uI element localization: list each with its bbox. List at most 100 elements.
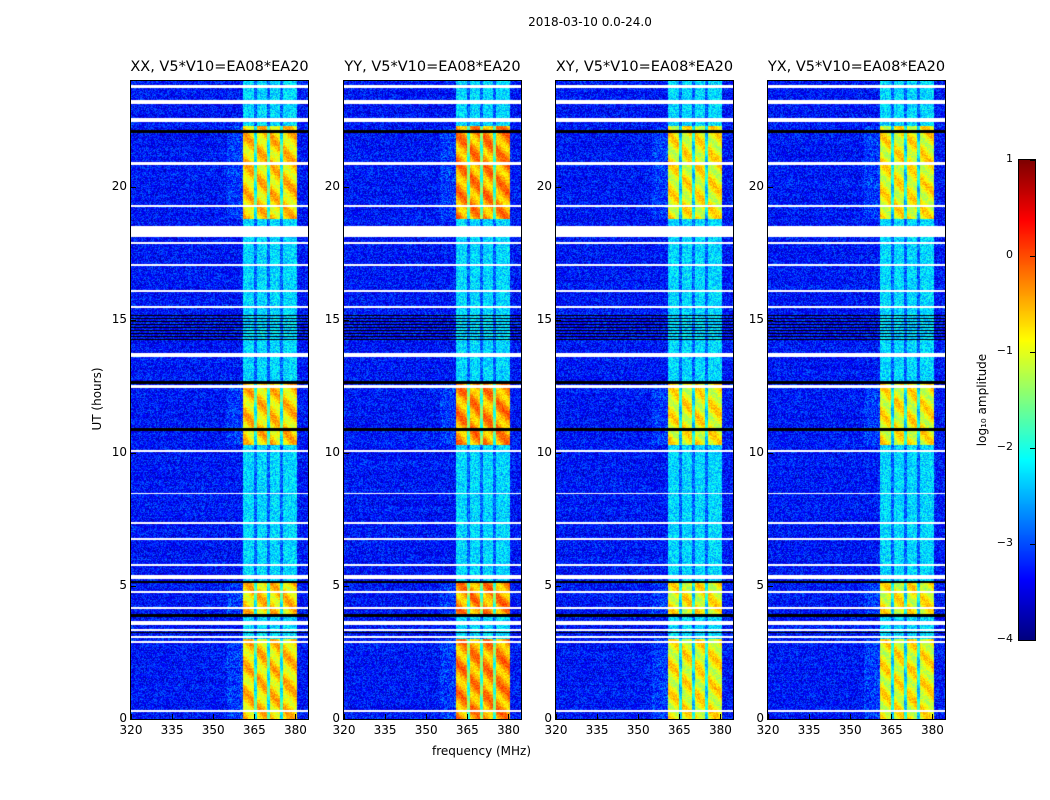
x-tick-label: 380 (496, 723, 520, 737)
y-tick-label: 20 (324, 179, 340, 194)
colorbar-tick-label: −1 (996, 344, 1013, 357)
y-tick-label: 10 (536, 445, 552, 460)
x-tick-label: 320 (332, 723, 356, 737)
x-tick-mark (890, 714, 892, 719)
y-tick-mark (131, 452, 136, 454)
y-tick-mark (556, 718, 561, 720)
y-tick-label: 20 (111, 179, 127, 194)
y-tick-mark (131, 585, 136, 587)
x-tick-mark (171, 714, 173, 719)
x-tick-label: 335 (585, 723, 609, 737)
spectrogram-panel (130, 80, 309, 720)
panel-title: YX, V5*V10=EA08*EA20 (767, 59, 946, 75)
y-tick-mark (768, 585, 773, 587)
y-tick-label: 0 (119, 711, 127, 725)
x-tick-label: 365 (455, 723, 479, 737)
y-tick-label: 15 (111, 312, 127, 327)
x-tick-label: 365 (242, 723, 266, 737)
y-tick-mark (768, 186, 773, 188)
x-tick-label: 380 (920, 723, 944, 737)
y-tick-label: 5 (756, 578, 764, 593)
y-tick-label: 15 (748, 312, 764, 327)
x-tick-mark (808, 714, 810, 719)
x-tick-mark (253, 714, 255, 719)
y-tick-label: 0 (332, 711, 340, 725)
y-tick-mark (556, 186, 561, 188)
x-tick-mark (130, 714, 132, 719)
x-tick-label: 335 (797, 723, 821, 737)
panel-title: XY, V5*V10=EA08*EA20 (555, 59, 734, 75)
x-tick-mark (931, 714, 933, 719)
spectrogram-panel (343, 80, 522, 720)
x-tick-mark (637, 714, 639, 719)
x-tick-label: 320 (544, 723, 568, 737)
x-tick-label: 365 (667, 723, 691, 737)
x-tick-mark (767, 714, 769, 719)
y-tick-mark (344, 585, 349, 587)
y-tick-mark (344, 319, 349, 321)
y-tick-label: 20 (536, 179, 552, 194)
x-tick-label: 365 (879, 723, 903, 737)
colorbar-tick-mark (1030, 159, 1035, 161)
x-tick-mark (294, 714, 296, 719)
x-tick-label: 350 (626, 723, 650, 737)
y-tick-label: 10 (324, 445, 340, 460)
y-axis-label: UT (hours) (90, 367, 104, 431)
x-tick-label: 380 (708, 723, 732, 737)
y-tick-label: 0 (544, 711, 552, 725)
y-tick-mark (344, 718, 349, 720)
x-tick-label: 350 (838, 723, 862, 737)
y-tick-mark (768, 319, 773, 321)
colorbar-tick-label: −3 (996, 536, 1013, 549)
x-tick-mark (384, 714, 386, 719)
panel-title: XX, V5*V10=EA08*EA20 (130, 59, 309, 75)
y-tick-mark (344, 186, 349, 188)
x-tick-mark (678, 714, 680, 719)
spectrogram-image (131, 81, 308, 719)
colorbar-tick-label: −4 (996, 632, 1013, 645)
y-tick-label: 5 (119, 578, 127, 593)
colorbar-tick-mark (1030, 255, 1035, 257)
y-tick-mark (556, 319, 561, 321)
y-tick-label: 10 (748, 445, 764, 460)
x-tick-label: 320 (119, 723, 143, 737)
y-tick-label: 0 (756, 711, 764, 725)
colorbar-tick-label: 1 (1006, 152, 1013, 165)
x-tick-mark (507, 714, 509, 719)
x-tick-label: 320 (756, 723, 780, 737)
x-tick-mark (466, 714, 468, 719)
colorbar-tick-label: −2 (996, 440, 1013, 453)
x-tick-mark (849, 714, 851, 719)
y-tick-label: 15 (536, 312, 552, 327)
colorbar-tick-mark (1030, 447, 1035, 449)
spectrogram-image (768, 81, 945, 719)
x-tick-mark (425, 714, 427, 719)
y-tick-mark (131, 319, 136, 321)
y-tick-mark (556, 585, 561, 587)
colorbar (1018, 159, 1036, 641)
y-tick-mark (344, 452, 349, 454)
colorbar-tick-mark (1030, 351, 1035, 353)
spectrogram-panel (555, 80, 734, 720)
x-tick-mark (719, 714, 721, 719)
spectrogram-image (556, 81, 733, 719)
x-tick-label: 350 (414, 723, 438, 737)
y-tick-mark (131, 718, 136, 720)
y-tick-label: 5 (332, 578, 340, 593)
x-tick-label: 380 (283, 723, 307, 737)
y-tick-label: 15 (324, 312, 340, 327)
colorbar-tick-mark (1030, 543, 1035, 545)
y-tick-mark (768, 718, 773, 720)
colorbar-tick-label: 0 (1006, 248, 1013, 261)
x-tick-mark (596, 714, 598, 719)
x-tick-label: 335 (160, 723, 184, 737)
y-tick-mark (768, 452, 773, 454)
y-tick-label: 20 (748, 179, 764, 194)
x-tick-label: 350 (201, 723, 225, 737)
spectrogram-panel (767, 80, 946, 720)
colorbar-tick-mark (1030, 639, 1035, 641)
x-axis-label: frequency (MHz) (432, 744, 532, 758)
y-tick-mark (131, 186, 136, 188)
figure-title: 2018-03-10 0.0-24.0 (528, 15, 652, 29)
panel-title: YY, V5*V10=EA08*EA20 (344, 59, 521, 75)
